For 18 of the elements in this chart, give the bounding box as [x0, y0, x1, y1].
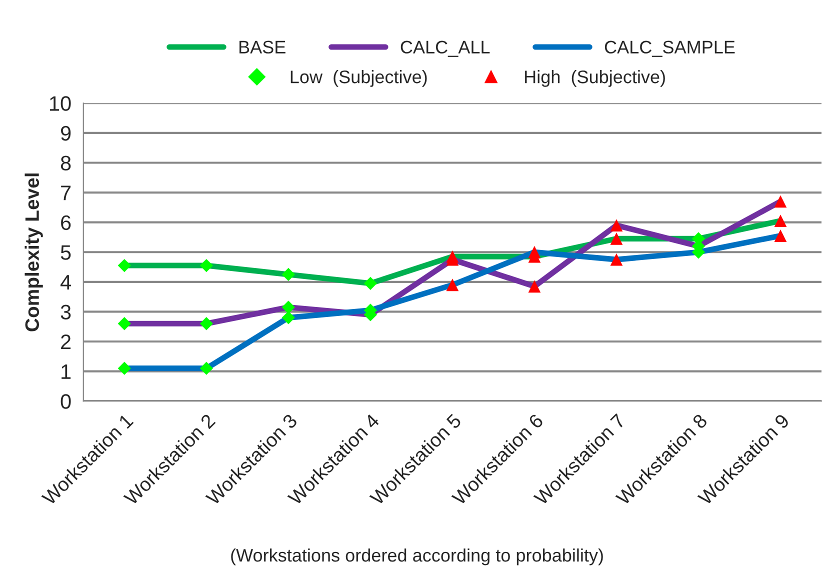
y-tick-label: 5 [60, 245, 71, 260]
y-tick-label: 3 [60, 304, 71, 320]
legend-label: CALC_SAMPLE [604, 40, 735, 57]
y-tick-label: 10 [50, 96, 71, 111]
legend-label: BASE [240, 40, 286, 54]
y-tick-label: 9 [60, 126, 71, 141]
legend-label: Low (Subjective) [290, 70, 427, 87]
y-tick-label: 0 [60, 394, 71, 409]
x-axis-title: (Workstations ordered according to probability) [231, 548, 603, 566]
y-tick-label: 7 [61, 186, 71, 200]
y-tick-label: 1 [62, 364, 71, 379]
legend-label: High (Subjective) [525, 70, 665, 87]
y-tick-label: 2 [61, 334, 71, 350]
y-tick-label: 4 [60, 275, 71, 290]
y-tick-label: 8 [60, 156, 71, 170]
legend-label: CALC_ALL [400, 40, 490, 57]
y-tick-label: 6 [61, 215, 71, 230]
y-axis-title: Complexity Level [24, 174, 43, 332]
